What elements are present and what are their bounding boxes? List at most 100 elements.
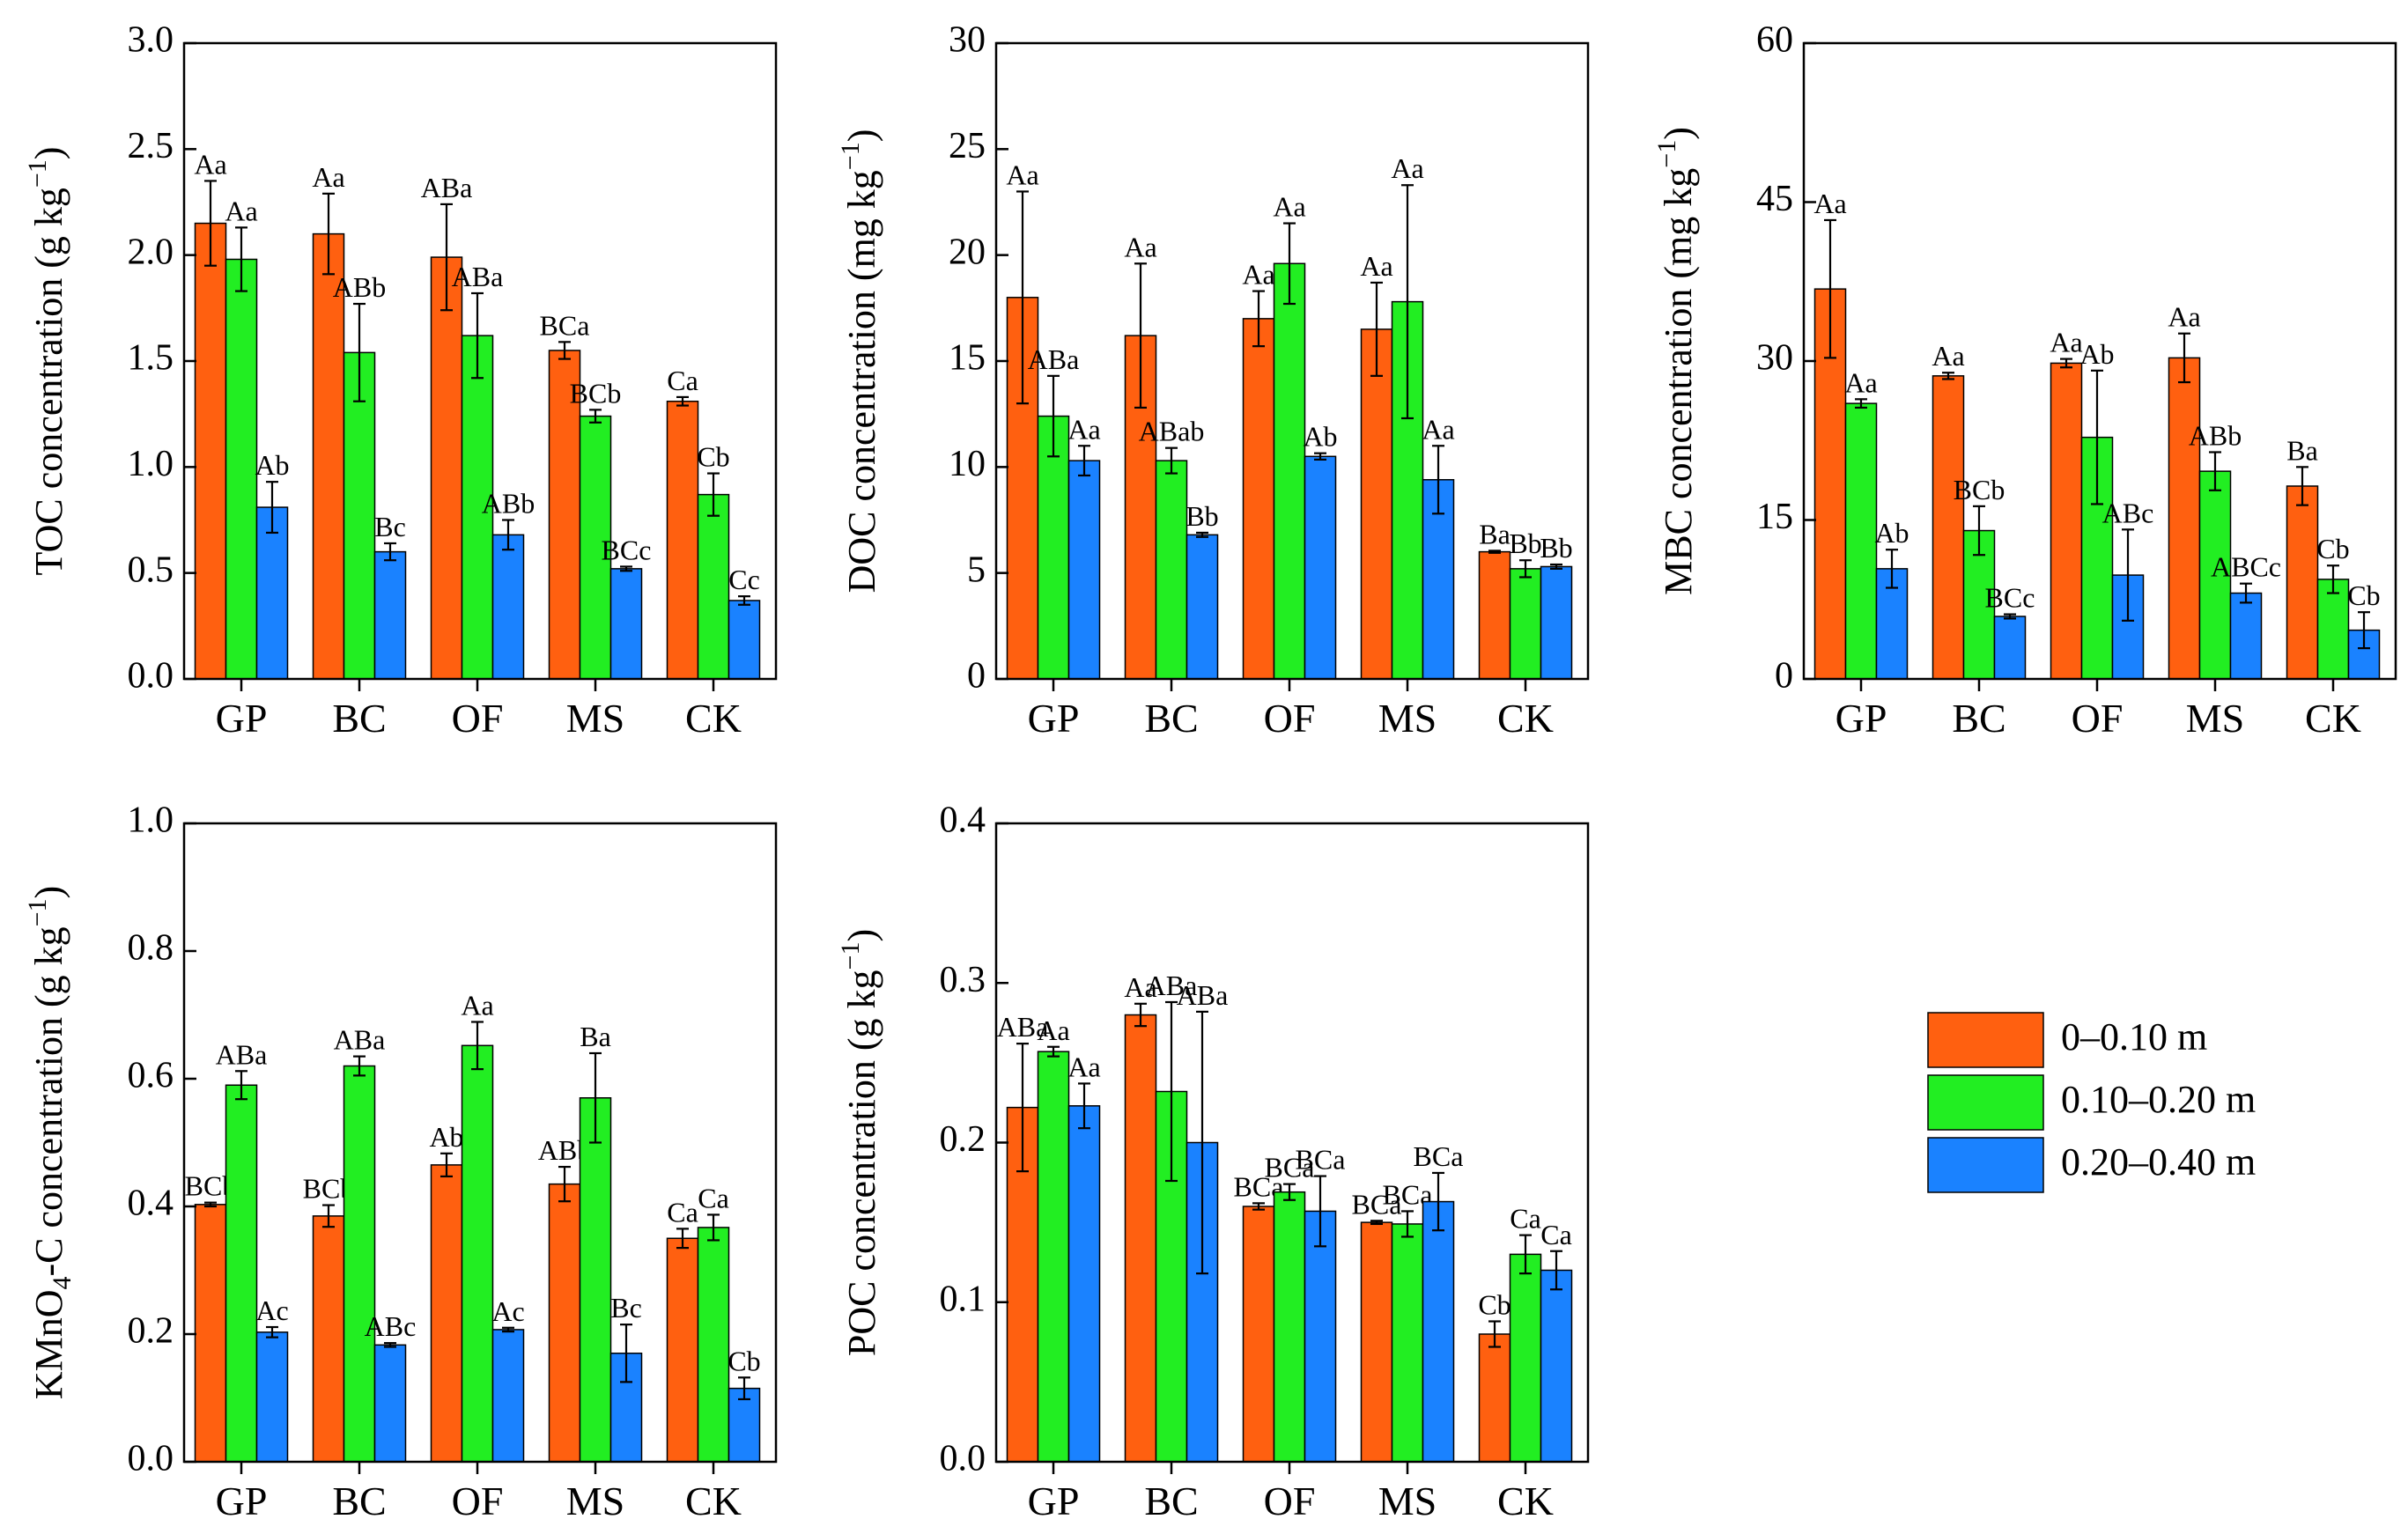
kmno4-errorbar-of-s2 <box>502 1326 514 1333</box>
poc-annotation-bc-s1: ABa <box>1146 970 1198 1001</box>
toc-annotation-ck-s2: Cc <box>728 564 760 595</box>
toc-errorbar-bc-s1 <box>353 302 366 402</box>
mbc-errorbar-bc-s1 <box>1973 505 1985 557</box>
toc-ytick-label: 2.5 <box>128 126 174 166</box>
kmno4-bar-ms-s1 <box>579 1097 612 1463</box>
doc-errorbar-bc-s0 <box>1134 262 1147 409</box>
doc-annotation-of-s1: Aa <box>1273 191 1305 223</box>
toc-errorbar-ms-s1 <box>589 409 602 424</box>
kmno4-errorbar-gp-s2 <box>266 1325 278 1339</box>
poc-bar-ms-s2 <box>1422 1200 1455 1463</box>
mbc-errorbar-ms-s0 <box>2178 332 2190 384</box>
poc-ytick-label: 0.2 <box>940 1119 986 1160</box>
kmno4-bar-ck-s2 <box>728 1387 761 1463</box>
kmno4-xtick-label-bc: BC <box>332 1479 386 1523</box>
mbc-annotation-ms-s2: ABCc <box>2211 551 2281 583</box>
poc-xtick-label-ms: MS <box>1378 1479 1437 1523</box>
toc-bar-ms-s2 <box>609 568 643 680</box>
doc-bar-of-s0 <box>1242 318 1275 680</box>
poc-xtick-label-bc: BC <box>1144 1479 1198 1523</box>
legend-swatch-0 <box>1927 1012 2044 1068</box>
poc-annotation-bc-s2: ABa <box>1177 979 1229 1011</box>
doc-annotation-ms-s0: Aa <box>1360 250 1392 282</box>
kmno4-annotation-ck-s0: Ca <box>667 1196 698 1228</box>
doc-bar-bc-s2 <box>1186 534 1219 680</box>
toc-xtick-label-ck: CK <box>685 696 742 741</box>
toc-ytick-label: 1.0 <box>128 444 174 484</box>
toc-errorbar-ck-s2 <box>738 595 750 606</box>
poc-bar-ck-s2 <box>1540 1269 1573 1463</box>
mbc-bar-bc-s2 <box>1993 616 2027 680</box>
poc-errorbar-ck-s2 <box>1550 1250 1562 1291</box>
toc-annotation-gp-s2: Ab <box>255 449 289 481</box>
toc-errorbar-ms-s0 <box>558 341 571 360</box>
toc-errorbar-of-s0 <box>440 203 453 312</box>
mbc-errorbar-of-s1 <box>2091 369 2103 505</box>
doc-bar-ck-s1 <box>1509 568 1542 680</box>
mbc-bar-ck-s1 <box>2316 579 2350 680</box>
mbc-ytick-label: 15 <box>1756 497 1793 537</box>
poc-xtick-label-of: OF <box>1264 1479 1316 1523</box>
kmno4-errorbar-ms-s1 <box>589 1051 602 1144</box>
mbc-annotation-of-s0: Aa <box>2050 327 2082 358</box>
toc-ytick-label: 3.0 <box>128 20 174 61</box>
doc-ytick-label: 15 <box>949 338 986 379</box>
mbc-errorbar-ck-s2 <box>2358 611 2370 650</box>
toc-bar-ck-s0 <box>666 400 699 680</box>
kmno4-ylabel: KMnO4-C concentration (g kg−1) <box>23 886 77 1399</box>
toc-bar-ms-s0 <box>548 350 581 680</box>
mbc-errorbar-ms-s1 <box>2209 451 2221 491</box>
toc-annotation-bc-s1: ABb <box>333 271 386 303</box>
toc-xtick-label-of: OF <box>452 696 504 741</box>
doc-bar-of-s1 <box>1273 262 1306 680</box>
poc-errorbar-ck-s0 <box>1488 1320 1501 1348</box>
doc-bar-ck-s2 <box>1540 565 1573 680</box>
toc-errorbar-of-s2 <box>502 519 514 551</box>
kmno4-annotation-bc-s2: ABc <box>365 1310 417 1342</box>
toc-annotation-ms-s0: BCa <box>540 309 590 341</box>
poc-bar-ms-s0 <box>1360 1221 1393 1463</box>
toc-bar-of-s1 <box>461 335 494 680</box>
doc-plot-frame <box>994 41 1590 681</box>
poc-ytick-label: 0.1 <box>940 1279 986 1319</box>
doc-bar-of-s2 <box>1304 455 1337 680</box>
kmno4-annotation-ck-s1: Ca <box>698 1182 729 1213</box>
toc-ytick-label: 2.0 <box>128 232 174 272</box>
doc-annotation-gp-s0: Aa <box>1006 159 1038 190</box>
mbc-errorbar-of-s0 <box>2060 358 2072 369</box>
doc-errorbar-gp-s2 <box>1078 445 1090 477</box>
mbc-bar-ck-s0 <box>2286 485 2319 680</box>
mbc-ytick-label: 45 <box>1756 179 1793 219</box>
toc-xtick-label-gp: GP <box>216 696 268 741</box>
kmno4-bar-of-s2 <box>491 1329 525 1463</box>
kmno4-xtick-label-ms: MS <box>566 1479 624 1523</box>
mbc-xtick-label-bc: BC <box>1952 696 2005 741</box>
kmno4-bar-bc-s2 <box>373 1344 407 1463</box>
mbc-annotation-bc-s0: Aa <box>1932 340 1964 372</box>
legend-label-1: 0.10–0.20 m <box>2061 1078 2256 1121</box>
doc-xtick-label-gp: GP <box>1028 696 1080 741</box>
poc-annotation-of-s1: BCa <box>1265 1152 1315 1184</box>
poc-bar-of-s2 <box>1304 1210 1337 1463</box>
toc-errorbar-ck-s1 <box>707 472 720 517</box>
chart-panel-mbc: AaAaAbGPAaBCbBCcBCAaAbABcOFAaABbABCcMSBa… <box>1652 20 2397 741</box>
poc-annotation-bc-s0: Aa <box>1124 971 1156 1003</box>
doc-errorbar-of-s2 <box>1314 452 1326 461</box>
doc-xtick-label-ck: CK <box>1497 696 1554 741</box>
doc-bar-gp-s0 <box>1006 297 1039 680</box>
doc-errorbar-of-s1 <box>1283 222 1296 306</box>
poc-errorbar-of-s0 <box>1252 1202 1265 1211</box>
toc-annotation-of-s1: ABa <box>452 261 504 292</box>
mbc-plot-frame <box>1802 41 2397 681</box>
doc-annotation-gp-s1: ABa <box>1028 343 1080 375</box>
poc-ytick-label: 0.0 <box>940 1439 986 1479</box>
doc-ytick-label: 0 <box>967 656 986 697</box>
doc-errorbar-ck-s2 <box>1550 563 1562 570</box>
doc-ytick-label: 20 <box>949 232 986 272</box>
kmno4-annotation-ms-s2: Bc <box>610 1292 642 1324</box>
doc-errorbar-ms-s2 <box>1432 445 1444 515</box>
mbc-annotation-gp-s1: Aa <box>1844 366 1877 398</box>
mbc-errorbar-of-s2 <box>2122 528 2134 622</box>
mbc-annotation-bc-s2: BCc <box>1985 582 2035 614</box>
